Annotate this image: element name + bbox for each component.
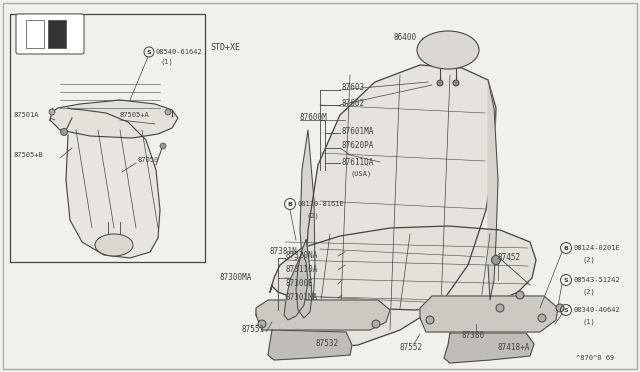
Text: 87452: 87452 [498,253,521,263]
Circle shape [437,80,443,86]
Polygon shape [420,296,558,332]
Circle shape [49,109,55,115]
Polygon shape [444,333,534,363]
Text: 87320NA: 87320NA [285,251,317,260]
Text: 87301MA: 87301MA [285,294,317,302]
Polygon shape [50,100,178,138]
Text: 87381N: 87381N [270,247,298,257]
Text: ^870^0 69: ^870^0 69 [576,355,614,361]
Bar [26,20,44,48]
Text: 08340-40642: 08340-40642 [574,307,621,313]
Circle shape [492,256,500,264]
Text: 08540-61642: 08540-61642 [156,49,203,55]
Text: 87380: 87380 [462,331,485,340]
Text: (2): (2) [582,257,595,263]
Polygon shape [284,252,308,320]
Polygon shape [305,65,496,348]
Bar [48,20,66,48]
Bar [10,14,205,262]
Circle shape [61,128,67,135]
Text: (2): (2) [582,289,595,295]
Polygon shape [296,240,312,318]
Text: 87611QA: 87611QA [342,157,374,167]
Text: S: S [564,308,568,312]
Text: 87505+A: 87505+A [120,112,150,118]
Text: B: B [287,202,292,206]
Text: 87418+A: 87418+A [498,343,531,353]
Polygon shape [270,226,536,310]
Text: 873110A: 873110A [285,266,317,275]
Text: 08124-0201E: 08124-0201E [574,245,621,251]
Text: 87620PA: 87620PA [342,141,374,151]
Text: 08543-51242: 08543-51242 [574,277,621,283]
Text: 08120-8161E: 08120-8161E [298,201,345,207]
Polygon shape [488,80,498,300]
Text: S: S [564,278,568,282]
Text: 87505+B: 87505+B [14,152,44,158]
Text: B: B [564,246,568,250]
Polygon shape [256,300,390,330]
Text: 86400: 86400 [394,33,417,42]
Circle shape [516,291,524,299]
Circle shape [165,109,171,115]
Text: 87601MA: 87601MA [342,126,374,135]
Text: 87603: 87603 [342,83,365,93]
Text: 87551: 87551 [242,326,265,334]
Text: (1): (1) [161,59,173,65]
FancyBboxPatch shape [16,14,84,54]
Text: S: S [147,49,151,55]
Text: 87600M: 87600M [300,113,328,122]
Circle shape [160,143,166,149]
Polygon shape [300,130,315,340]
Circle shape [538,314,546,322]
Text: 87501A: 87501A [14,112,40,118]
Circle shape [372,320,380,328]
Ellipse shape [95,234,133,256]
Text: (USA): (USA) [350,171,371,177]
Circle shape [258,320,266,328]
Circle shape [556,304,564,312]
Text: 87532: 87532 [316,340,339,349]
Circle shape [453,80,459,86]
Text: STD+XE: STD+XE [210,44,240,52]
Polygon shape [66,108,160,258]
Circle shape [496,304,504,312]
Text: 87300E: 87300E [285,279,313,289]
Ellipse shape [417,31,479,69]
Text: (2): (2) [306,213,319,219]
Circle shape [426,316,434,324]
Text: (1): (1) [582,319,595,325]
Text: 87552: 87552 [400,343,423,353]
Text: 87050: 87050 [138,157,159,163]
Text: 87300MA: 87300MA [220,273,252,282]
Polygon shape [268,330,352,360]
Text: 87602: 87602 [342,99,365,108]
